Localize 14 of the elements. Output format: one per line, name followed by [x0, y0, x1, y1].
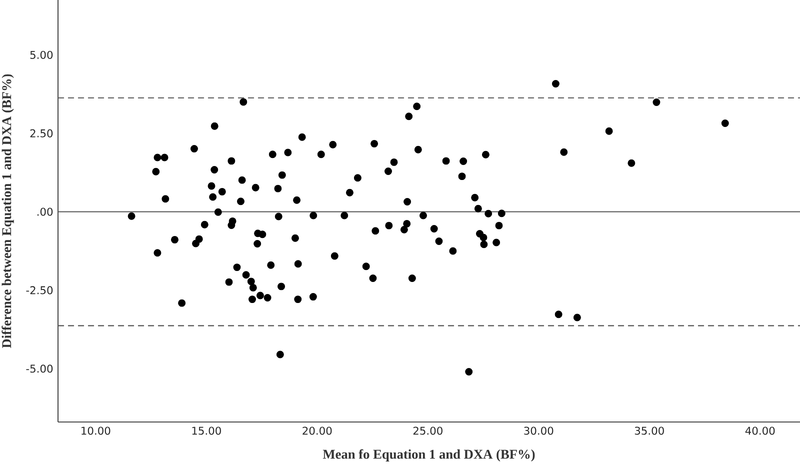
x-tick-label: 30.00 [524, 426, 554, 435]
x-tick-label: 15.00 [192, 426, 221, 435]
x-axis-title: Mean fo Equation 1 and DXA (BF%) [322, 449, 535, 462]
y-tick-label: 2.50 [30, 129, 53, 138]
y-axis-title: Difference between Equation 1 and DXA (BF%) [2, 74, 14, 348]
y-tick-label: .00 [37, 208, 53, 216]
x-tick-label: 40.00 [745, 426, 775, 435]
x-tick-label: 35.00 [634, 426, 664, 435]
x-tick-label: 25.00 [413, 426, 442, 435]
x-tick-label: 20.00 [302, 426, 332, 435]
x-tick-label: 10.00 [82, 426, 110, 435]
y-tick-label: -2.50 [26, 286, 53, 294]
y-tick-label: 5.00 [30, 50, 53, 59]
y-tick-label: -5.00 [26, 364, 53, 373]
